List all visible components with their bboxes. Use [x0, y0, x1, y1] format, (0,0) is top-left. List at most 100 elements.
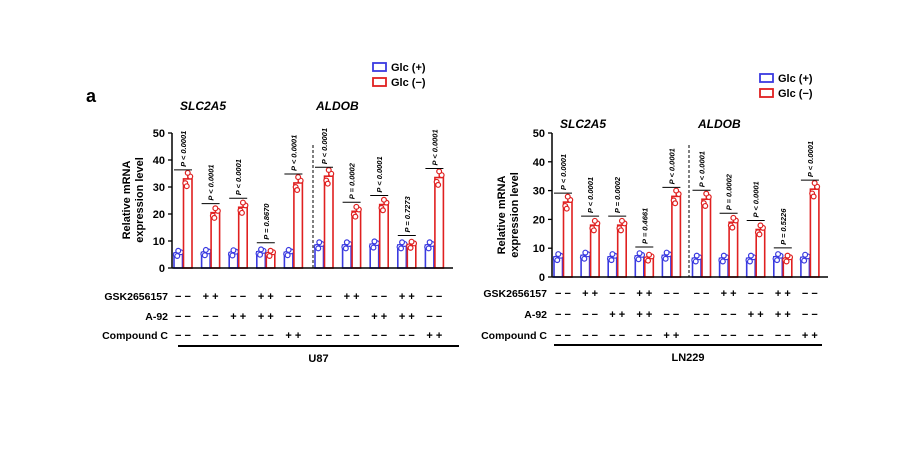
treatment-cell: + — [646, 309, 652, 321]
data-point — [720, 252, 727, 259]
data-point — [399, 239, 406, 246]
treatment-cell: − — [212, 330, 218, 342]
data-point — [370, 244, 377, 251]
data-point — [295, 174, 302, 181]
treatment-cell: − — [203, 311, 209, 323]
treatment-cell: + — [784, 288, 790, 300]
p-value-label: P = 0.0002 — [613, 176, 622, 213]
bar-glc-minus — [378, 203, 390, 269]
data-point — [555, 251, 562, 258]
chart-panel-ln229: 0 10 20 30 40 50 Relative mRNAexpression level… — [481, 73, 828, 364]
treatment-cell: + — [258, 311, 264, 323]
treatment-cell: − — [185, 291, 191, 303]
data-point — [380, 196, 387, 203]
panel-letter: a — [86, 86, 97, 106]
treatment-cell: + — [203, 291, 209, 303]
data-point — [774, 257, 781, 264]
legend-label: Glc (−) — [778, 88, 813, 100]
treatment-cell: + — [258, 291, 264, 303]
bar-glc-minus — [293, 182, 304, 269]
p-value-label: P = 0.7273 — [403, 195, 412, 232]
treatment-cell: + — [408, 311, 414, 323]
data-point — [342, 245, 349, 252]
y-tick-label: 20 — [153, 209, 165, 221]
y-axis-label: Relative mRNAexpression level — [121, 157, 146, 243]
treatment-cell: − — [295, 311, 301, 323]
treatment-cell: − — [663, 288, 669, 300]
treatment-cell: − — [811, 288, 817, 300]
legend: Glc (+) Glc (−) — [759, 73, 813, 100]
treatment-cell: + — [230, 311, 236, 323]
treatment-cell: + — [609, 309, 615, 321]
data-point — [239, 199, 246, 206]
data-point — [672, 200, 679, 207]
data-point — [379, 207, 386, 214]
data-point — [636, 250, 643, 257]
p-value-label: P < 0.0001 — [698, 151, 707, 187]
legend-swatch-glc-plus — [759, 73, 774, 83]
treatment-cell: − — [565, 309, 571, 321]
data-point — [609, 251, 616, 258]
treatment-row-label: GSK2656157 — [104, 291, 168, 303]
treatment-cell: − — [592, 309, 598, 321]
treatment-cell: − — [381, 291, 387, 303]
treatment-cell: + — [212, 291, 218, 303]
treatment-cell: − — [185, 311, 191, 323]
treatment-cell: − — [748, 330, 754, 342]
data-point — [229, 252, 236, 259]
data-point — [719, 258, 726, 265]
data-point — [284, 252, 291, 259]
bar-glc-minus — [237, 206, 248, 269]
treatment-cell: − — [436, 311, 442, 323]
y-tick-label: 30 — [153, 182, 165, 194]
y-tick-label: 50 — [533, 128, 545, 140]
data-point — [635, 256, 642, 263]
p-value-label: P < 0.0001 — [806, 141, 815, 177]
y-axis-label-line: Relative mRNA — [121, 161, 133, 240]
data-point — [756, 231, 763, 238]
data-point — [257, 251, 264, 258]
treatment-cell: − — [703, 330, 709, 342]
y-tick-label: 50 — [153, 128, 165, 140]
treatment-cell: − — [326, 330, 332, 342]
data-point — [702, 202, 709, 209]
treatment-cell: + — [344, 291, 350, 303]
data-point — [324, 180, 331, 187]
y-axis-label-line: expression level — [509, 172, 521, 258]
data-point — [398, 245, 405, 252]
data-point — [646, 251, 653, 258]
data-point — [673, 187, 680, 194]
treatment-cell: − — [426, 291, 432, 303]
data-point — [811, 180, 818, 187]
p-value-label: P < 0.0001 — [320, 128, 329, 164]
treatment-cell: − — [703, 288, 709, 300]
bar-glc-minus — [351, 210, 362, 269]
treatment-cell: − — [730, 309, 736, 321]
cell-line-label: U87 — [308, 353, 328, 365]
data-point — [645, 257, 652, 264]
treatment-cell: − — [371, 291, 377, 303]
treatment-cell: − — [730, 330, 736, 342]
p-value-label: P < 0.0001 — [207, 164, 216, 200]
treatment-cell: − — [344, 330, 350, 342]
p-value-label: P = 0.8670 — [262, 203, 271, 240]
data-point — [371, 238, 378, 245]
data-point — [315, 245, 322, 252]
y-axis-label-line: expression level — [134, 157, 146, 243]
legend-label: Glc (−) — [391, 77, 426, 89]
gene-label: ALDOB — [315, 99, 359, 113]
treatment-cell: − — [673, 309, 679, 321]
treatment-cell: + — [757, 309, 763, 321]
data-point — [784, 252, 791, 259]
treatment-cell: + — [663, 330, 669, 342]
p-value-label: P < 0.0001 — [559, 154, 568, 190]
p-value-label: P = 0.5226 — [779, 208, 788, 245]
data-point — [435, 181, 442, 188]
treatment-cell: + — [285, 330, 291, 342]
treatment-cell: − — [353, 330, 359, 342]
legend-label: Glc (+) — [391, 62, 426, 74]
treatment-cell: − — [185, 330, 191, 342]
treatment-cell: + — [775, 309, 781, 321]
treatment-cell: + — [730, 288, 736, 300]
data-point — [563, 205, 570, 212]
